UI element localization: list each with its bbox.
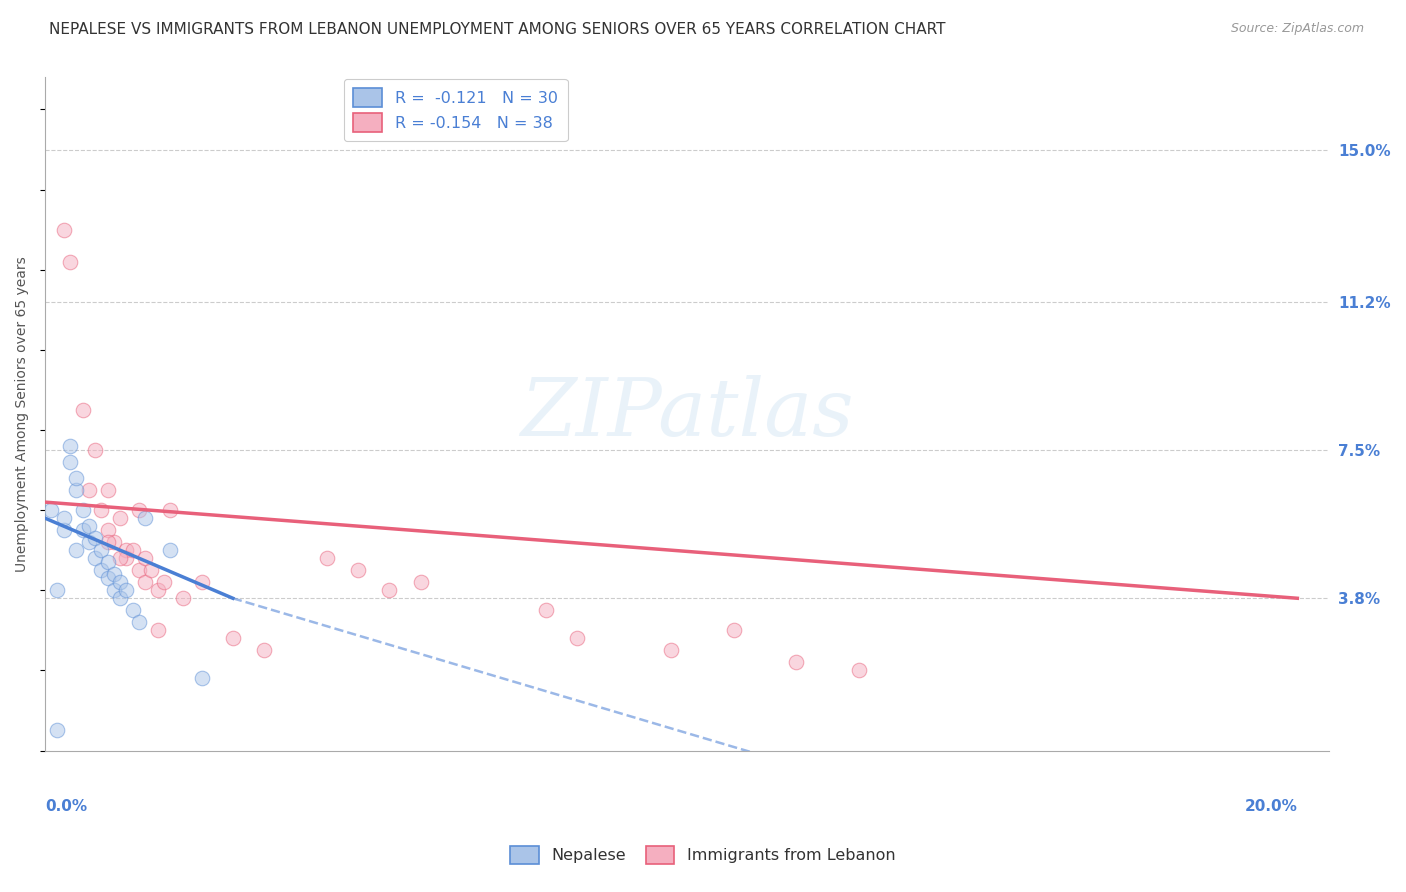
Point	[146, 624, 169, 638]
Point	[659, 643, 682, 657]
Point	[190, 672, 212, 686]
Point	[134, 575, 156, 590]
Point	[72, 503, 94, 517]
Point	[39, 503, 62, 517]
Point	[52, 523, 75, 537]
Point	[97, 535, 120, 549]
Point	[141, 563, 163, 577]
Point	[121, 603, 143, 617]
Point	[108, 575, 131, 590]
Point	[108, 511, 131, 525]
Point	[134, 511, 156, 525]
Point	[128, 503, 150, 517]
Point	[52, 222, 75, 236]
Point	[159, 503, 181, 517]
Point	[121, 543, 143, 558]
Point	[46, 723, 69, 738]
Point	[190, 575, 212, 590]
Point	[84, 443, 107, 458]
Point	[159, 543, 181, 558]
Point	[90, 503, 112, 517]
Point	[347, 563, 370, 577]
Text: 20.0%: 20.0%	[1244, 798, 1298, 814]
Point	[378, 583, 401, 598]
Point	[46, 583, 69, 598]
Point	[103, 567, 125, 582]
Text: 0.0%: 0.0%	[45, 798, 87, 814]
Point	[108, 591, 131, 606]
Point	[84, 531, 107, 545]
Point	[128, 615, 150, 630]
Point	[97, 483, 120, 497]
Point	[723, 624, 745, 638]
Point	[65, 543, 87, 558]
Point	[97, 523, 120, 537]
Point	[115, 543, 138, 558]
Legend: Nepalese, Immigrants from Lebanon: Nepalese, Immigrants from Lebanon	[503, 839, 903, 871]
Point	[84, 551, 107, 566]
Point	[77, 535, 100, 549]
Point	[134, 551, 156, 566]
Point	[409, 575, 432, 590]
Point	[848, 664, 870, 678]
Text: Source: ZipAtlas.com: Source: ZipAtlas.com	[1230, 22, 1364, 36]
Point	[315, 551, 337, 566]
Point	[59, 439, 82, 453]
Point	[153, 575, 176, 590]
Point	[77, 483, 100, 497]
Point	[59, 455, 82, 469]
Point	[534, 603, 557, 617]
Point	[90, 563, 112, 577]
Point	[108, 551, 131, 566]
Point	[103, 535, 125, 549]
Point	[90, 543, 112, 558]
Point	[253, 643, 276, 657]
Point	[567, 632, 589, 646]
Point	[77, 519, 100, 533]
Point	[222, 632, 245, 646]
Point	[65, 471, 87, 485]
Point	[97, 571, 120, 585]
Point	[172, 591, 194, 606]
Point	[52, 511, 75, 525]
Point	[97, 555, 120, 569]
Point	[785, 656, 807, 670]
Text: ZIPatlas: ZIPatlas	[520, 376, 853, 453]
Point	[72, 403, 94, 417]
Point	[103, 583, 125, 598]
Point	[128, 563, 150, 577]
Point	[72, 523, 94, 537]
Point	[65, 483, 87, 497]
Text: NEPALESE VS IMMIGRANTS FROM LEBANON UNEMPLOYMENT AMONG SENIORS OVER 65 YEARS COR: NEPALESE VS IMMIGRANTS FROM LEBANON UNEM…	[49, 22, 946, 37]
Point	[59, 254, 82, 268]
Legend: R =  -0.121   N = 30, R = -0.154   N = 38: R = -0.121 N = 30, R = -0.154 N = 38	[344, 78, 568, 141]
Point	[115, 583, 138, 598]
Y-axis label: Unemployment Among Seniors over 65 years: Unemployment Among Seniors over 65 years	[15, 256, 30, 572]
Point	[146, 583, 169, 598]
Point	[115, 551, 138, 566]
